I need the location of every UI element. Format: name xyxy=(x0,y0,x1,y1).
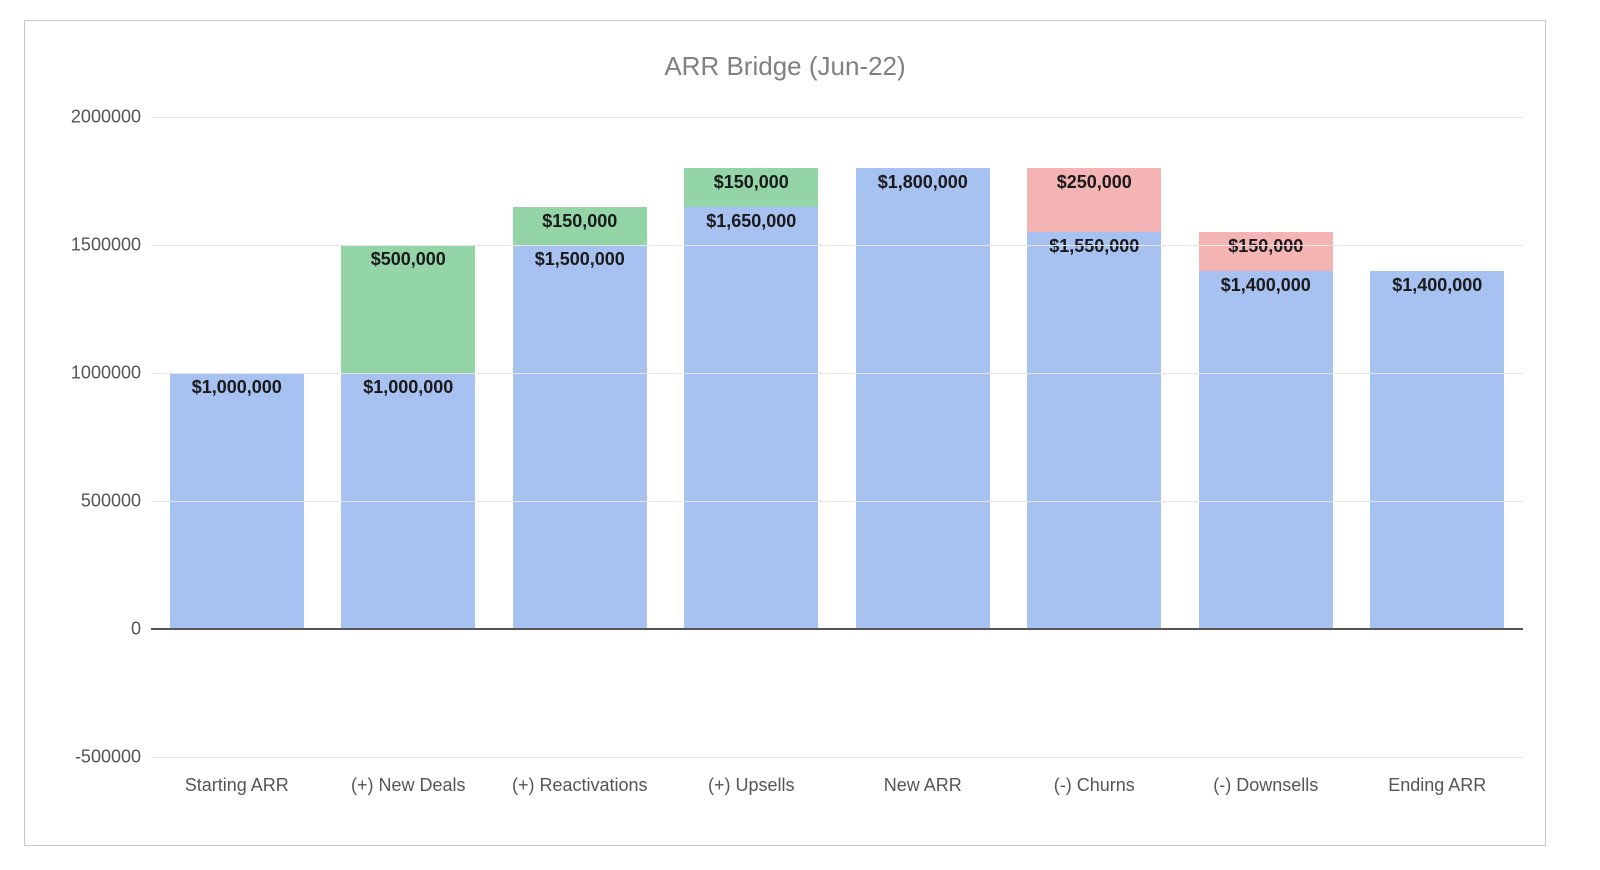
bar-group: $1,500,000 $150,000 xyxy=(513,117,647,757)
bar-segment-label: $1,500,000 xyxy=(513,249,647,270)
bar-segment-label: $1,400,000 xyxy=(1370,275,1504,296)
bar-segment-base xyxy=(1027,232,1161,629)
y-axis-tick-label: 0 xyxy=(131,619,151,640)
y-axis-tick-label: 500000 xyxy=(81,491,151,512)
gridline xyxy=(151,757,1523,758)
bar-segment-base xyxy=(1370,271,1504,629)
x-axis-category-label: (+) New Deals xyxy=(308,775,508,796)
bar-group: $1,000,000 $500,000 xyxy=(341,117,475,757)
x-axis-category-label: Ending ARR xyxy=(1337,775,1537,796)
y-axis-tick-label: -500000 xyxy=(75,747,151,768)
bar-segment-label: $150,000 xyxy=(1199,236,1333,257)
gridline xyxy=(151,117,1523,118)
y-axis-tick-label: 2000000 xyxy=(71,107,151,128)
bar-segment-label: $500,000 xyxy=(341,249,475,270)
bar-segment-label: $1,550,000 xyxy=(1027,236,1161,257)
bar-segment-label: $150,000 xyxy=(513,211,647,232)
bar-segment-label: $150,000 xyxy=(684,172,818,193)
bar-segment-base xyxy=(684,207,818,629)
y-axis-tick-label: 1000000 xyxy=(71,363,151,384)
bar-group: $1,000,000 xyxy=(170,117,304,757)
bar-group: $1,550,000 $250,000 xyxy=(1027,117,1161,757)
bar-segment-label: $1,650,000 xyxy=(684,211,818,232)
y-axis-tick-label: 1500000 xyxy=(71,235,151,256)
bar-segment-label: $1,000,000 xyxy=(341,377,475,398)
bars-layer: $1,000,000$1,000,000$500,000$1,500,000$1… xyxy=(151,117,1523,757)
x-axis-category-label: (-) Downsells xyxy=(1166,775,1366,796)
bar-segment-label: $1,400,000 xyxy=(1199,275,1333,296)
bar-segment-label: $1,000,000 xyxy=(170,377,304,398)
gridline xyxy=(151,245,1523,246)
bar-group: $1,400,000 $150,000 xyxy=(1199,117,1333,757)
bar-segment-base xyxy=(1199,271,1333,629)
x-axis-category-label: (-) Churns xyxy=(994,775,1194,796)
x-axis-category-label: New ARR xyxy=(823,775,1023,796)
gridline xyxy=(151,501,1523,502)
gridline xyxy=(151,373,1523,374)
bar-group: $1,400,000 xyxy=(1370,117,1504,757)
bar-segment-base xyxy=(856,168,990,629)
bar-group: $1,650,000 $150,000 xyxy=(684,117,818,757)
bar-group: $1,800,000 xyxy=(856,117,990,757)
x-axis-category-label: (+) Upsells xyxy=(651,775,851,796)
x-axis-category-label: Starting ARR xyxy=(137,775,337,796)
chart-title: ARR Bridge (Jun-22) xyxy=(25,51,1545,82)
bar-segment-label: $1,800,000 xyxy=(856,172,990,193)
bar-segment-label: $250,000 xyxy=(1027,172,1161,193)
plot-area: $1,000,000$1,000,000$500,000$1,500,000$1… xyxy=(151,117,1523,757)
x-axis-category-label: (+) Reactivations xyxy=(480,775,680,796)
bar-segment-base xyxy=(513,245,647,629)
axis-baseline xyxy=(151,628,1523,630)
chart-frame: ARR Bridge (Jun-22) $1,000,000$1,000,000… xyxy=(24,20,1546,846)
